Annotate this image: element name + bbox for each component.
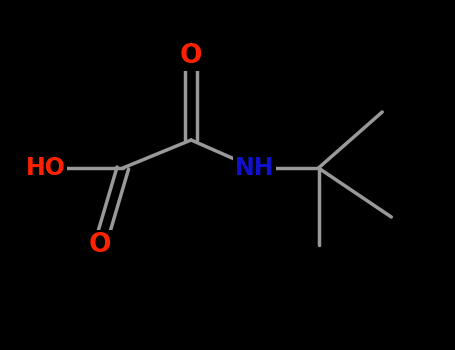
Text: HO: HO <box>25 156 66 180</box>
Text: O: O <box>89 232 111 258</box>
Text: NH: NH <box>235 156 274 180</box>
Text: O: O <box>180 43 202 69</box>
